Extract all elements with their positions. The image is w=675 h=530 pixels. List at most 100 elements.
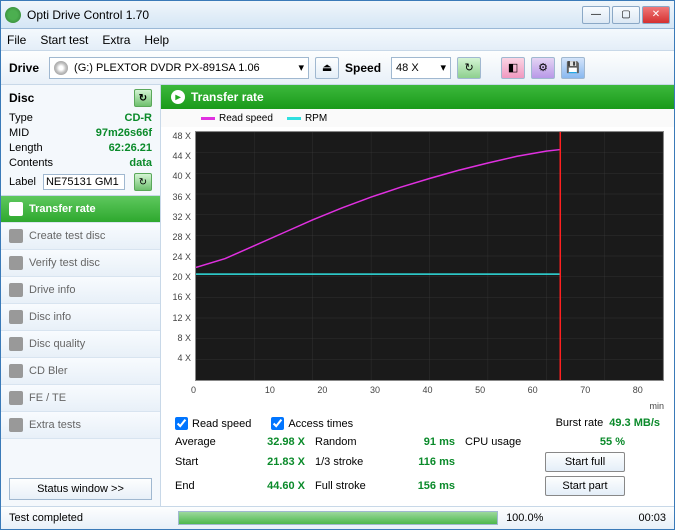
elapsed-time: 00:03 xyxy=(638,512,666,524)
progress-percent: 100.0% xyxy=(506,512,543,524)
disc-header: Disc xyxy=(9,91,34,105)
burst-value: 49.3 MB/s xyxy=(609,417,660,429)
sidebar-item-fete[interactable]: FE / TE xyxy=(1,385,160,412)
titlebar: Opti Drive Control 1.70 — ▢ ✕ xyxy=(1,1,674,29)
start-value: 21.83 X xyxy=(245,456,305,468)
menubar: File Start test Extra Help xyxy=(1,29,674,51)
contents-value: data xyxy=(129,156,152,171)
settings-button[interactable]: ⚙ xyxy=(531,57,555,79)
full-value: 156 ms xyxy=(395,480,455,492)
eject-button[interactable]: ⏏ xyxy=(315,57,339,79)
chk-access-times[interactable]: Access times xyxy=(271,417,353,430)
progress-bar xyxy=(178,511,498,525)
legend-read-label: Read speed xyxy=(219,113,273,124)
menu-extra[interactable]: Extra xyxy=(102,33,130,47)
menu-starttest[interactable]: Start test xyxy=(40,33,88,47)
sidebar-item-create[interactable]: Create test disc xyxy=(1,223,160,250)
mid-label: MID xyxy=(9,126,29,141)
chart-icon: ▸ xyxy=(171,90,185,104)
toolbar: Drive (G:) PLEXTOR DVDR PX-891SA 1.06 ▾ … xyxy=(1,51,674,85)
random-label: Random xyxy=(315,436,385,448)
random-value: 91 ms xyxy=(395,436,455,448)
label-save-button[interactable]: ↻ xyxy=(134,173,152,191)
x-axis-label: min xyxy=(161,401,674,411)
menu-file[interactable]: File xyxy=(7,33,26,47)
status-window-button[interactable]: Status window >> xyxy=(9,478,152,500)
sidebar-item-transfer[interactable]: Transfer rate xyxy=(1,196,160,223)
stats-panel: Read speed Access times Burst rate 49.3 M… xyxy=(161,411,674,506)
speed-label: Speed xyxy=(345,61,381,75)
third-value: 116 ms xyxy=(395,456,455,468)
refresh-speed-button[interactable]: ↻ xyxy=(457,57,481,79)
burst-label: Burst rate xyxy=(556,417,604,429)
discinfo-icon xyxy=(9,310,23,324)
average-value: 32.98 X xyxy=(245,436,305,448)
disc-refresh-button[interactable]: ↻ xyxy=(134,89,152,107)
chk-read-speed[interactable]: Read speed xyxy=(175,417,251,430)
fete-icon xyxy=(9,391,23,405)
third-label: 1/3 stroke xyxy=(315,456,385,468)
length-label: Length xyxy=(9,141,43,156)
start-label: Start xyxy=(175,456,235,468)
label-input[interactable] xyxy=(43,174,125,190)
create-icon xyxy=(9,229,23,243)
sidebar-item-quality[interactable]: Disc quality xyxy=(1,331,160,358)
test-list: Transfer rate Create test disc Verify te… xyxy=(1,196,160,439)
sidebar-item-cdbler[interactable]: CD Bler xyxy=(1,358,160,385)
close-button[interactable]: ✕ xyxy=(642,6,670,24)
type-label: Type xyxy=(9,111,33,126)
sidebar-item-discinfo[interactable]: Disc info xyxy=(1,304,160,331)
disk-icon xyxy=(54,61,68,75)
legend-rpm-swatch xyxy=(287,117,301,120)
save-button[interactable]: 💾 xyxy=(561,57,585,79)
app-icon xyxy=(5,7,21,23)
chart-header: ▸ Transfer rate xyxy=(161,85,674,109)
full-label: Full stroke xyxy=(315,480,385,492)
transfer-icon xyxy=(9,202,23,216)
status-text: Test completed xyxy=(9,512,83,524)
chart-title: Transfer rate xyxy=(191,90,264,104)
average-label: Average xyxy=(175,436,235,448)
erase-button[interactable]: ◧ xyxy=(501,57,525,79)
disc-panel: Disc ↻ Type CD-R MID 97m26s66f Length 62:26… xyxy=(1,85,160,196)
driveinfo-icon xyxy=(9,283,23,297)
end-label: End xyxy=(175,480,235,492)
drive-select[interactable]: (G:) PLEXTOR DVDR PX-891SA 1.06 ▾ xyxy=(49,57,309,79)
chart-area: 48 X44 X40 X36 X32 X28 X24 X20 X16 X12 X… xyxy=(161,127,674,385)
plot xyxy=(195,131,664,381)
drive-value: (G:) PLEXTOR DVDR PX-891SA 1.06 xyxy=(74,62,260,74)
legend-read-swatch xyxy=(201,117,215,120)
right-panel: ▸ Transfer rate Read speed RPM 48 X44 X4… xyxy=(161,85,674,506)
chart-legend: Read speed RPM xyxy=(161,109,674,127)
extra-icon xyxy=(9,418,23,432)
sidebar-item-extra[interactable]: Extra tests xyxy=(1,412,160,439)
menu-help[interactable]: Help xyxy=(144,33,169,47)
cpu-value: 55 % xyxy=(545,436,625,448)
minimize-button[interactable]: — xyxy=(582,6,610,24)
window-title: Opti Drive Control 1.70 xyxy=(27,8,582,22)
speed-value: 48 X xyxy=(396,62,419,74)
quality-icon xyxy=(9,337,23,351)
cdbler-icon xyxy=(9,364,23,378)
y-axis: 48 X44 X40 X36 X32 X28 X24 X20 X16 X12 X… xyxy=(165,131,195,381)
sidebar-item-driveinfo[interactable]: Drive info xyxy=(1,277,160,304)
maximize-button[interactable]: ▢ xyxy=(612,6,640,24)
mid-value: 97m26s66f xyxy=(96,126,152,141)
contents-label: Contents xyxy=(9,156,53,171)
sidebar-item-verify[interactable]: Verify test disc xyxy=(1,250,160,277)
label-label: Label xyxy=(9,175,36,190)
cpu-label: CPU usage xyxy=(465,436,535,448)
statusbar: Test completed 100.0% 00:03 xyxy=(1,507,674,529)
drive-label: Drive xyxy=(9,61,39,75)
length-value: 62:26.21 xyxy=(109,141,152,156)
start-part-button[interactable]: Start part xyxy=(545,476,625,496)
main-window: Opti Drive Control 1.70 — ▢ ✕ File Start… xyxy=(0,0,675,530)
end-value: 44.60 X xyxy=(245,480,305,492)
type-value: CD-R xyxy=(125,111,153,126)
left-panel: Disc ↻ Type CD-R MID 97m26s66f Length 62:26… xyxy=(1,85,161,506)
x-axis: 01020304050607080 xyxy=(161,385,674,401)
speed-select[interactable]: 48 X ▾ xyxy=(391,57,451,79)
verify-icon xyxy=(9,256,23,270)
legend-rpm-label: RPM xyxy=(305,113,327,124)
start-full-button[interactable]: Start full xyxy=(545,452,625,472)
